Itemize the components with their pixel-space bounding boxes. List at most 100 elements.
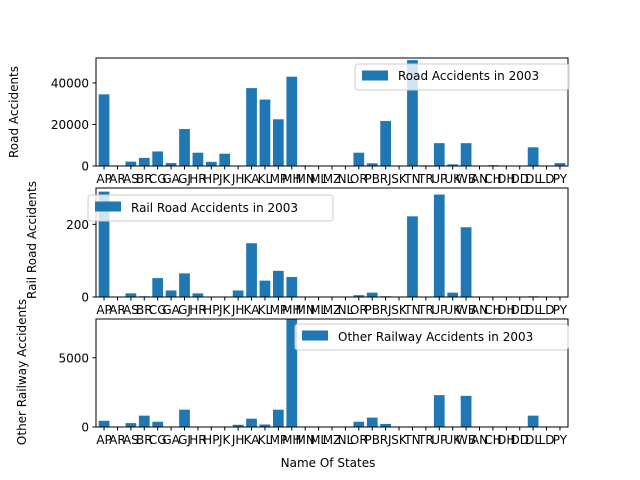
legend-swatch: [362, 70, 388, 81]
bar-kl: [259, 280, 271, 297]
x-tick-label: PB: [364, 172, 379, 186]
x-tick-label: KA: [244, 172, 261, 186]
x-tick-label: UP: [431, 433, 447, 447]
x-tick-label: HP: [203, 433, 219, 447]
bar-br: [138, 415, 150, 427]
x-tick-label: KL: [258, 303, 273, 317]
x-tick-label: ML: [310, 433, 327, 447]
bar-dl: [527, 415, 539, 427]
bar-jh: [232, 424, 244, 427]
bar-py: [554, 163, 566, 166]
x-tick-label: BR: [136, 433, 153, 447]
legend-box: [354, 63, 570, 91]
x-tick-label: MZ: [323, 172, 342, 186]
x-tick-label: CH: [484, 172, 501, 186]
x-tick-label: WB: [456, 172, 476, 186]
x-tick-label: MP: [270, 433, 288, 447]
x-tick-label: GJ: [178, 172, 191, 186]
plot-frame: [95, 318, 569, 428]
x-tick-label: TR: [417, 433, 434, 447]
x-tick-label: DH: [497, 303, 515, 317]
x-tick-label: MH: [282, 433, 301, 447]
x-tick-label: NL: [338, 303, 354, 317]
x-tick-label: DD: [510, 172, 528, 186]
x-tick-label: PY: [553, 433, 568, 447]
bar-jk: [219, 153, 231, 166]
x-tick-label: RJ: [380, 303, 392, 317]
bar-ap: [98, 191, 110, 297]
bar-uk: [447, 292, 459, 297]
x-tick-label: GA: [162, 303, 180, 317]
plot-frame: [95, 57, 569, 167]
x-tick-label: JH: [231, 303, 245, 317]
y-tick-label: 0: [81, 421, 89, 435]
bar-cg: [152, 421, 164, 427]
bar-rj: [380, 120, 391, 166]
x-tick-label: JH: [231, 172, 245, 186]
y-axis-label: Other Railway Accidents: [15, 299, 29, 445]
x-tick-label: ML: [310, 172, 327, 186]
x-tick-label: TR: [417, 172, 434, 186]
x-tick-label: AN: [471, 303, 488, 317]
bar-hr: [192, 293, 204, 297]
x-tick-label: CH: [484, 303, 501, 317]
x-tick-label: OR: [350, 303, 368, 317]
x-tick-label: ML: [310, 303, 327, 317]
x-tick-label: KA: [244, 303, 261, 317]
legend-label: Road Accidents in 2003: [398, 69, 539, 83]
y-axis-label: Road Accidents: [7, 66, 21, 158]
legend-box: [87, 194, 334, 222]
x-tick-label: DH: [497, 172, 515, 186]
x-tick-label: DL: [525, 303, 541, 317]
bar-or: [353, 421, 365, 427]
x-tick-label: BR: [136, 172, 153, 186]
x-tick-label: DD: [510, 433, 528, 447]
x-tick-label: HR: [189, 172, 206, 186]
x-tick-label: JK: [218, 303, 232, 317]
bar-mh: [286, 277, 298, 297]
x-tick-label: DL: [525, 433, 541, 447]
x-tick-label: CG: [149, 172, 167, 186]
x-tick-label: TN: [403, 433, 420, 447]
bar-or: [353, 152, 365, 166]
bars-group: [98, 319, 539, 427]
bar-mp: [273, 119, 284, 166]
x-tick-label: HR: [189, 303, 206, 317]
legend: Other Railway Accidents in 2003: [294, 323, 569, 351]
legend-label: Other Railway Accidents in 2003: [338, 330, 533, 344]
x-tick-label: RJ: [380, 172, 392, 186]
x-tick-label: MH: [282, 172, 301, 186]
x-tick-label: CG: [149, 303, 167, 317]
x-tick-label: PB: [364, 303, 379, 317]
x-tick-label: UK: [444, 433, 462, 447]
x-tick-label: NL: [338, 433, 354, 447]
bar-mh: [286, 76, 298, 166]
legend: Rail Road Accidents in 2003: [87, 194, 334, 222]
x-tick-label: GA: [162, 172, 180, 186]
bar-wb: [460, 395, 472, 427]
x-tick-label: MZ: [323, 433, 342, 447]
x-tick-label: WB: [456, 433, 476, 447]
x-axis-label: Name Of States: [281, 456, 376, 470]
bar-ka: [246, 88, 257, 166]
x-tick-label: MN: [296, 433, 315, 447]
x-tick-label: TR: [417, 303, 434, 317]
bar-gj: [179, 409, 190, 427]
x-tick-label: RJ: [380, 433, 392, 447]
bar-uk: [447, 164, 459, 166]
x-tick-label: SK: [391, 433, 408, 447]
bar-as: [125, 293, 137, 297]
legend-swatch: [302, 330, 328, 341]
x-tick-label: HP: [203, 172, 219, 186]
x-tick-label: JK: [218, 172, 232, 186]
x-tick-label: AR: [109, 172, 126, 186]
x-tick-label: AS: [123, 172, 139, 186]
bar-ga: [165, 290, 177, 297]
bar-jh: [232, 290, 244, 297]
bar-tn: [407, 60, 418, 166]
